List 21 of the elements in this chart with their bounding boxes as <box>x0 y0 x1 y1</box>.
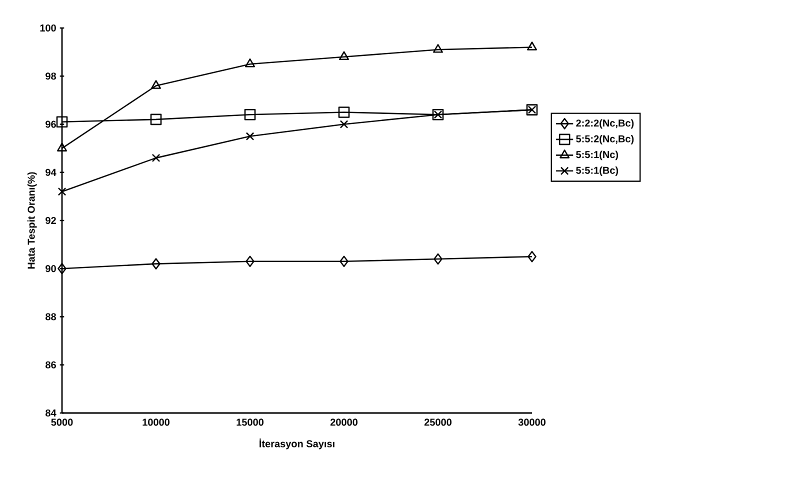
x-axis-title: İterasyon Sayısı <box>260 438 334 450</box>
legend-label: 5:5:1(Bc) <box>576 166 618 176</box>
y-tick-label: 92 <box>46 216 56 224</box>
y-tick-label: 86 <box>46 361 56 368</box>
y-tick-label: 90 <box>46 265 56 272</box>
y-tick-label: 100 <box>40 24 56 32</box>
y-tick-label: 84 <box>46 409 56 417</box>
legend-label: 5:5:1(Nc) <box>576 150 618 160</box>
x-tick-label: 20000 <box>330 418 358 426</box>
y-tick-label: 88 <box>46 313 56 320</box>
x-tick-label: 10000 <box>142 418 170 426</box>
legend-label: 2:2:2(Nc,Bc) <box>576 119 634 129</box>
x-tick-label: 30000 <box>518 418 546 426</box>
y-axis-title: Hata Tespit Oranı(%) <box>27 172 37 269</box>
legend-label: 5:5:2(Nc,Bc) <box>576 135 634 144</box>
y-tick-label: 94 <box>46 168 56 176</box>
y-tick-label: 98 <box>46 72 56 80</box>
x-tick-label: 15000 <box>236 418 264 426</box>
y-tick-label: 96 <box>46 120 56 128</box>
x-tick-label: 25000 <box>424 418 452 426</box>
x-tick-label: 5000 <box>51 418 73 426</box>
